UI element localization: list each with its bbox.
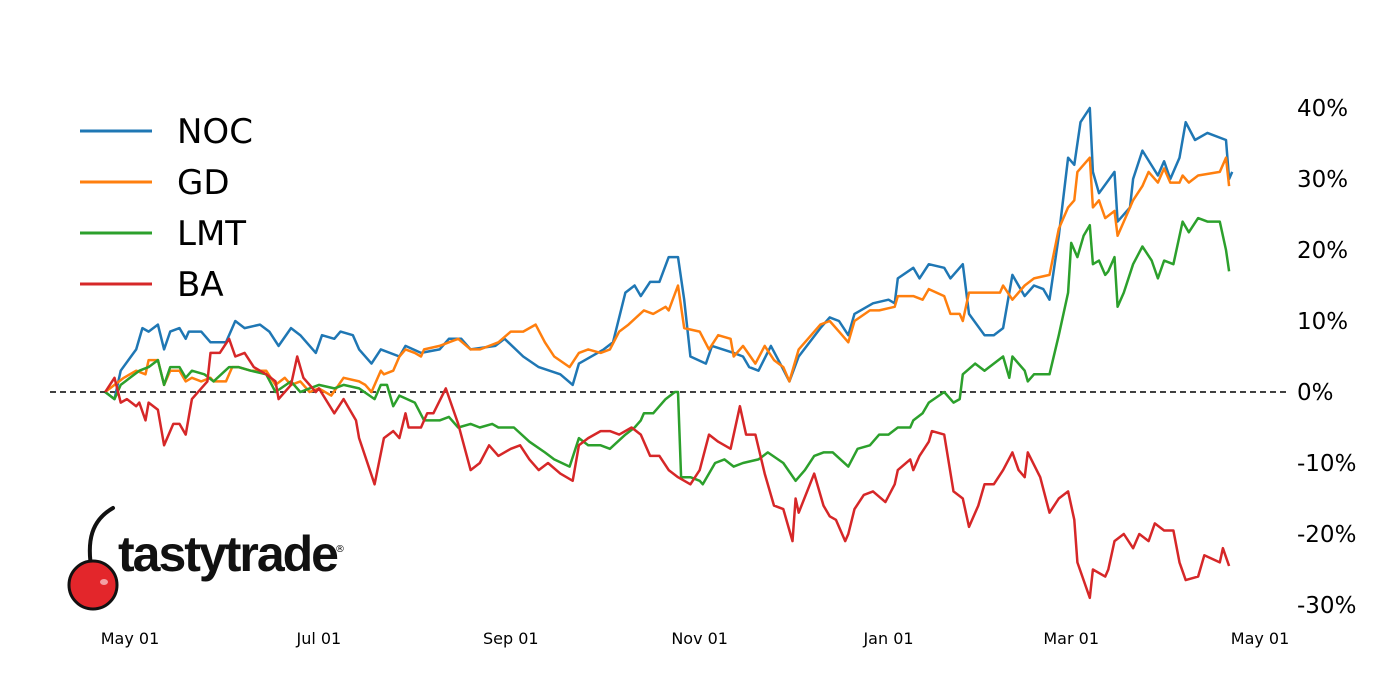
y-tick-label: 0% [1297,380,1334,406]
x-tick-label: Mar 01 [1043,629,1099,648]
y-tick-label: 30% [1297,167,1348,193]
cherry-icon [67,506,119,611]
legend-label-ba: BA [177,265,224,305]
x-tick-label: Jul 01 [295,629,341,648]
x-tick-label: May 01 [1231,629,1290,648]
tastytrade-logo: tastytrade ® [67,506,345,611]
x-axis-ticks: May 01 Jul 01 Sep 01 Nov 01 Jan 01 Mar 01 May … [101,629,1290,648]
x-tick-label: Jan 01 [862,629,913,648]
y-tick-label: -10% [1297,451,1356,477]
registered-mark: ® [335,544,345,555]
series-line-gd [104,156,1231,397]
legend-label-gd: GD [177,163,230,203]
y-tick-label: 40% [1297,96,1348,122]
x-tick-label: Sep 01 [483,629,539,648]
y-axis-ticks: 40% 30% 20% 10% 0% -10% -20% -30% [1297,96,1356,619]
legend-label-noc: NOC [177,112,253,152]
x-tick-label: Nov 01 [671,629,728,648]
legend: NOC GD LMT BA [80,112,253,305]
series-line-noc [104,106,1234,401]
legend-label-lmt: LMT [177,214,246,254]
series-line-lmt [104,216,1231,486]
y-tick-label: -20% [1297,522,1356,548]
y-tick-label: 20% [1297,238,1348,264]
x-tick-label: May 01 [101,629,160,648]
series-layer [104,106,1234,600]
logo-wordmark: tastytrade [118,526,338,582]
y-tick-label: -30% [1297,593,1356,619]
series-line-ba [104,337,1231,600]
y-tick-label: 10% [1297,309,1348,335]
